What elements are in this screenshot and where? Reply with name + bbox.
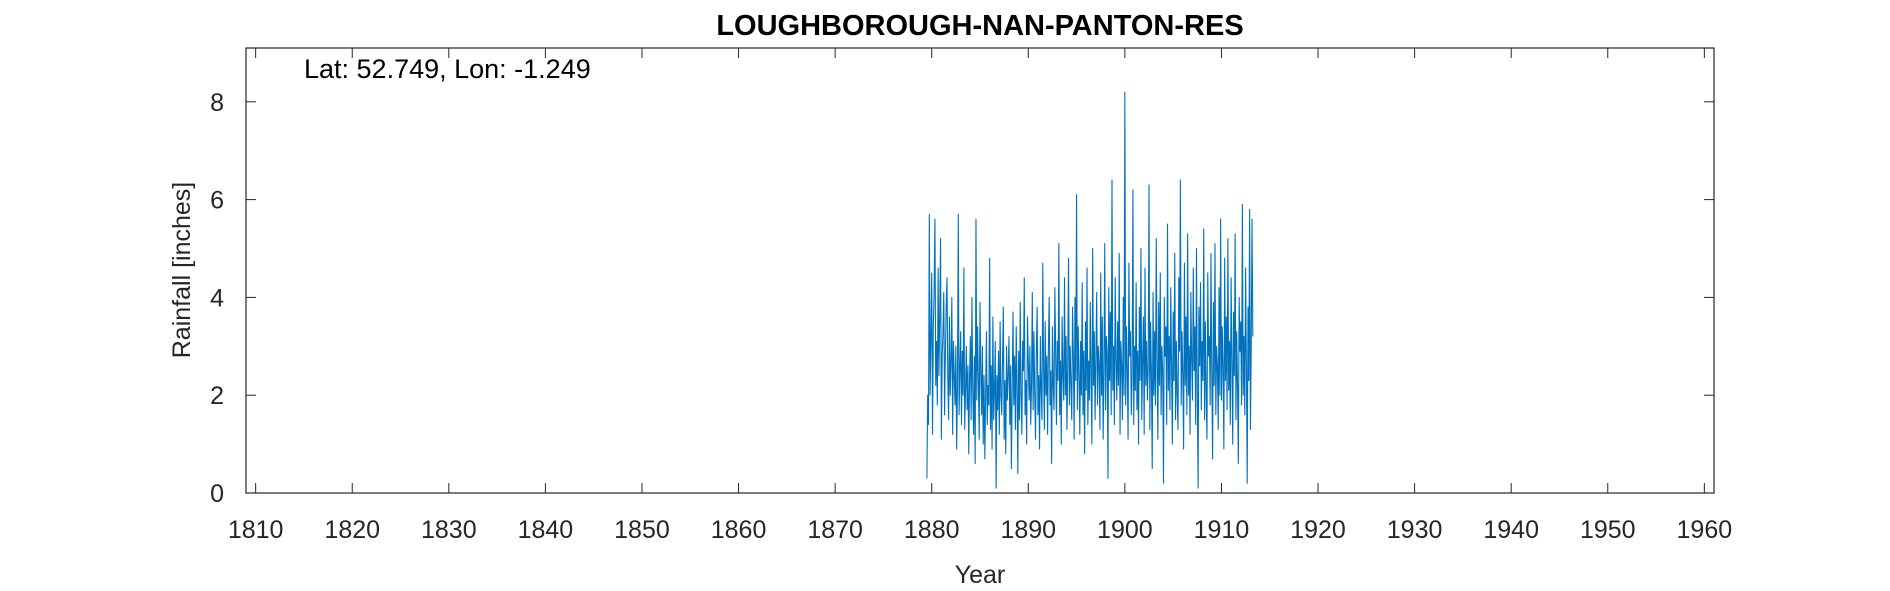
- y-axis-ticks: 0 2 4 6 8: [210, 89, 1714, 508]
- x-tick-label: 1820: [324, 516, 380, 544]
- x-tick-label: 1920: [1290, 516, 1346, 544]
- x-tick-label: 1950: [1580, 516, 1636, 544]
- x-tick-label: 1890: [1000, 516, 1056, 544]
- y-tick-label: 8: [210, 89, 224, 117]
- y-axis-label: Rainfall [inches]: [168, 182, 196, 358]
- x-tick-label: 1900: [1097, 516, 1153, 544]
- y-tick-label: 2: [210, 382, 224, 410]
- x-tick-label: 1940: [1483, 516, 1539, 544]
- x-tick-label: 1910: [1194, 516, 1250, 544]
- x-tick-label: 1880: [904, 516, 960, 544]
- x-tick-label: 1830: [421, 516, 477, 544]
- plot-background: [246, 48, 1714, 493]
- x-tick-label: 1850: [614, 516, 670, 544]
- x-axis-ticks: 1810 1820 1830 1840 1850 1860 1870 1880 1890 1900…: [228, 48, 1732, 544]
- series-layer: [926, 91, 1254, 489]
- y-tick-label: 0: [210, 480, 224, 508]
- x-tick-label: 1870: [807, 516, 863, 544]
- x-tick-label: 1860: [711, 516, 767, 544]
- x-tick-label: 1810: [228, 516, 284, 544]
- y-tick-label: 6: [210, 187, 224, 215]
- x-axis-label: Year: [955, 561, 1006, 589]
- location-annotation: Lat: 52.749, Lon: -1.249: [304, 54, 591, 84]
- y-tick-label: 4: [210, 284, 224, 312]
- x-tick-label: 1960: [1677, 516, 1733, 544]
- x-tick-label: 1930: [1387, 516, 1443, 544]
- plot-frame: [245, 47, 1715, 494]
- series-line: [926, 91, 1254, 489]
- chart-title: LOUGHBOROUGH-NAN-PANTON-RES: [716, 10, 1243, 42]
- x-tick-label: 1840: [518, 516, 574, 544]
